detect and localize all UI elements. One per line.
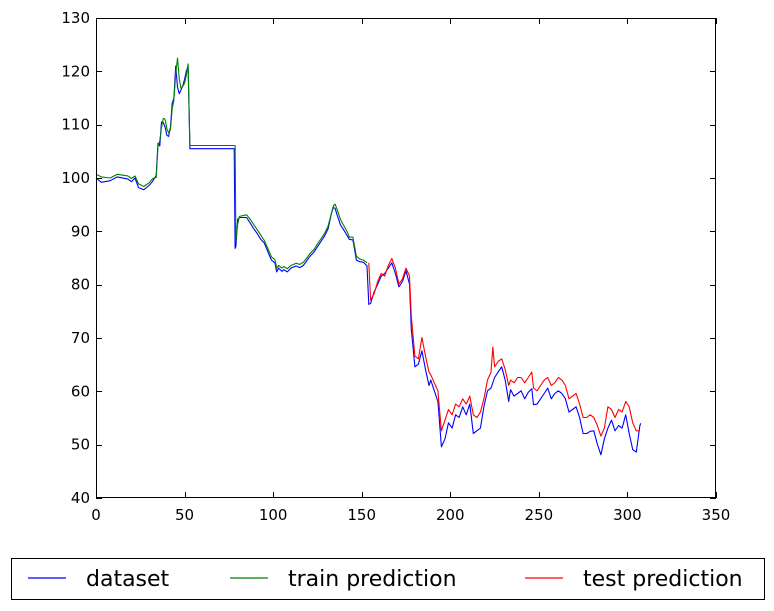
x-tick-label: 0: [91, 506, 101, 524]
y-tick-label: 40: [71, 489, 90, 507]
plot-area: 0 50 100 150 200 250 300 350 40 50 60 70 80 90 100 110…: [61, 9, 730, 524]
series-layer: [95, 57, 642, 456]
legend-frame: [11, 558, 765, 600]
x-tick-label: 350: [702, 506, 731, 524]
legend: dataset train prediction test prediction: [11, 558, 765, 600]
x-tick-label: 50: [175, 506, 194, 524]
y-axis-ticks: 40 50 60 70 80 90 100 110 120 130: [61, 9, 716, 507]
series-line-train-prediction: [95, 57, 368, 270]
x-tick-label: 150: [347, 506, 376, 524]
series-line-dataset: [95, 65, 642, 456]
legend-label-train-prediction: train prediction: [288, 567, 457, 592]
legend-label-test-prediction: test prediction: [583, 567, 743, 592]
y-tick-label: 120: [61, 62, 90, 80]
y-tick-label: 90: [71, 222, 90, 240]
x-tick-label: 200: [436, 506, 465, 524]
y-tick-label: 100: [61, 169, 90, 187]
x-axis-ticks: 0 50 100 150 200 250 300 350: [91, 18, 730, 524]
x-tick-label: 100: [259, 506, 288, 524]
series-line-test-prediction: [368, 257, 640, 437]
y-tick-label: 110: [61, 116, 90, 134]
y-tick-label: 130: [61, 9, 90, 27]
legend-label-dataset: dataset: [86, 567, 170, 592]
y-tick-label: 80: [71, 276, 90, 294]
x-tick-label: 250: [525, 506, 554, 524]
x-tick-label: 300: [613, 506, 642, 524]
y-tick-label: 60: [71, 382, 90, 400]
y-tick-label: 70: [71, 329, 90, 347]
y-tick-label: 50: [71, 436, 90, 454]
plot-frame: [96, 18, 716, 498]
